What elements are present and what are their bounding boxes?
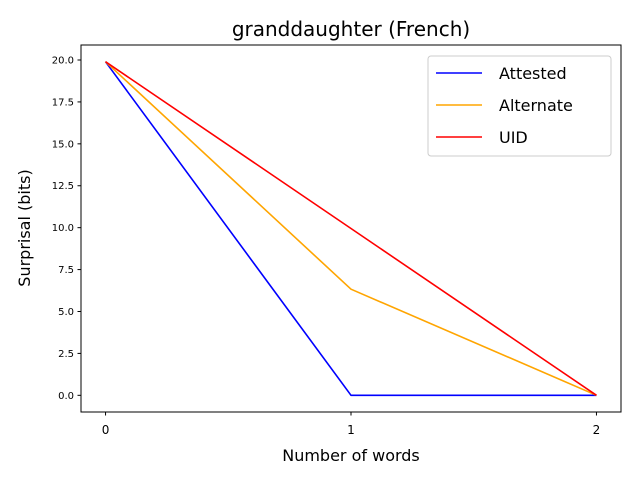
y-tick-label: 5.0 [58,307,74,318]
x-axis-ticks: 0 1 2 [102,412,601,437]
y-tick-label: 0.0 [58,391,74,402]
y-tick-label: 20.0 [52,56,74,67]
x-tick-label: 1 [347,423,355,437]
legend-label-alternate: Alternate [499,96,573,115]
y-tick-label: 10.0 [52,223,74,234]
y-tick-label: 2.5 [58,349,74,360]
plot-frame [80,44,622,413]
x-tick-label: 2 [593,423,601,437]
y-tick-label: 12.5 [52,181,74,192]
series-lines [104,61,597,397]
y-tick-label: 15.0 [52,139,74,150]
series-line-alternate [104,61,597,397]
legend-frame [427,55,612,157]
legend: Attested Alternate UID [427,55,612,157]
chart-title: granddaughter (French) [232,17,470,41]
legend-label-uid: UID [499,128,528,147]
y-tick-label: 17.5 [52,97,74,108]
legend-label-attested: Attested [499,64,567,83]
y-tick-label: 7.5 [58,265,74,276]
series-line-attested [104,61,597,397]
x-tick-label: 0 [102,423,110,437]
series-line-uid [105,61,597,396]
y-axis-label: Surprisal (bits) [15,169,34,286]
y-axis-ticks: 0.0 2.5 5.0 7.5 10.0 12.5 15.0 17.5 20.0 [52,56,81,402]
x-axis-label: Number of words [282,446,420,465]
